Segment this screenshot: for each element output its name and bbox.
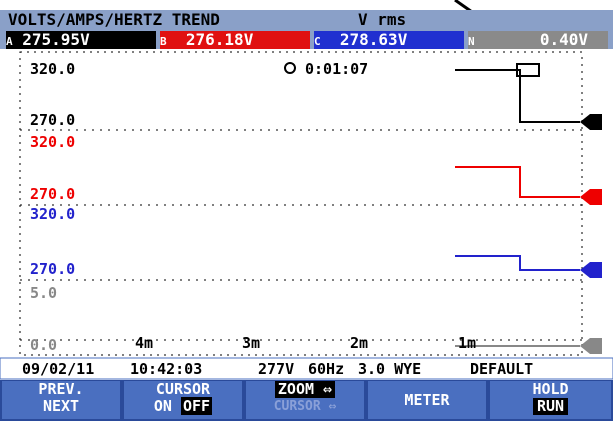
status-bar (0, 357, 613, 380)
channel-a: A 275.95V (6, 31, 156, 49)
time-label: 1m (458, 334, 477, 352)
scale-b-top: 320.0 (30, 133, 76, 151)
limits: DEFAULT (470, 360, 534, 378)
reading: 276.18V (185, 30, 254, 49)
line1: ZOOM ⇔ (274, 381, 336, 398)
scale-c-bottom: 270.0 (30, 260, 76, 278)
timer-icon (284, 62, 296, 74)
time-label: 4m (135, 334, 154, 352)
softkey-prev-next[interactable]: PREV. NEXT (2, 381, 120, 419)
channel-n: N 0.40V (468, 31, 608, 49)
event-icon (516, 63, 540, 77)
line1: METER (404, 391, 450, 409)
line1: HOLD (532, 380, 569, 398)
line2: CURSOR ⇔ (273, 399, 337, 414)
scale-c-top: 320.0 (30, 205, 76, 223)
line1: PREV. (38, 380, 84, 398)
scale-n-top: 5.0 (30, 284, 58, 302)
on: ON (153, 397, 172, 415)
line2: NEXT (42, 397, 80, 415)
grid (20, 129, 582, 341)
id: A (6, 35, 13, 48)
line1: CURSOR (155, 380, 211, 398)
clock: 10:42:03 (130, 360, 203, 378)
time-label: 3m (242, 334, 261, 352)
reading: 275.95V (22, 30, 90, 49)
off: OFF (181, 397, 213, 415)
line2: RUN (532, 398, 569, 415)
channel-c: C 278.63V (314, 31, 464, 49)
traces (455, 69, 580, 347)
id: N (468, 35, 475, 48)
scale-b-bottom: 270.0 (30, 185, 76, 203)
time-label: 2m (350, 334, 369, 352)
mode: V rms (358, 10, 407, 29)
id: C (314, 35, 321, 48)
id: B (160, 35, 167, 48)
reading: 278.63V (339, 30, 408, 49)
softkey-cursor[interactable]: CURSOR ON OFF (124, 381, 242, 419)
plot-frame (19, 51, 583, 356)
scale-n-bottom: 0.0 (30, 336, 58, 354)
frequency: 60Hz (308, 360, 345, 378)
date: 09/02/11 (22, 360, 95, 378)
channel-b: B 276.18V (160, 31, 310, 49)
title: VOLTS/AMPS/HERTZ TREND (8, 10, 220, 29)
channel-tags (580, 114, 602, 354)
scale-a-bottom: 270.0 (30, 111, 76, 129)
reading: 0.40V (539, 30, 588, 49)
softkey-hold-run[interactable]: HOLD RUN (490, 381, 611, 419)
nominal: 277V (258, 360, 295, 378)
config: 3.0 WYE (358, 360, 422, 378)
timer: 0:01:07 (305, 60, 369, 78)
softkey-meter[interactable]: METER (368, 381, 486, 419)
softkey-zoom[interactable]: ZOOM ⇔ CURSOR ⇔ (246, 381, 364, 419)
scale-a-top: 320.0 (30, 60, 76, 78)
